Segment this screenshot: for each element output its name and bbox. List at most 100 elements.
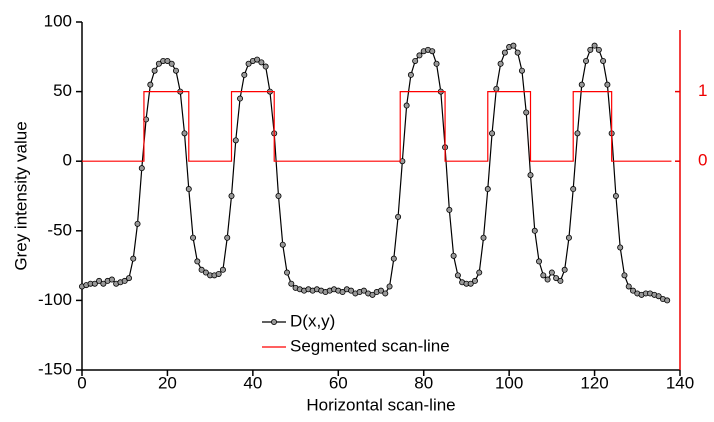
data-point — [583, 57, 590, 64]
data-point — [377, 287, 384, 294]
data-point — [181, 130, 188, 137]
data-point — [574, 130, 581, 137]
data-point — [531, 227, 538, 234]
x-tick-label: 80 — [414, 373, 433, 392]
y-axis-label: Grey intensity value — [11, 121, 30, 270]
data-point — [476, 269, 483, 276]
data-point — [254, 56, 261, 63]
data-point — [514, 49, 521, 56]
data-point — [258, 59, 265, 66]
data-point — [429, 48, 436, 55]
data-point — [348, 287, 355, 294]
data-point — [202, 269, 209, 276]
data-point — [446, 206, 453, 213]
y2-tick-label: 0 — [698, 151, 707, 170]
data-point — [224, 234, 231, 241]
data-point — [600, 57, 607, 64]
y-tick-label: 50 — [53, 81, 72, 100]
data-point — [194, 258, 201, 265]
x-tick-label: 40 — [243, 373, 262, 392]
data-point — [360, 287, 367, 294]
data-point — [484, 186, 491, 193]
data-point — [557, 277, 564, 284]
data-point — [412, 57, 419, 64]
data-point — [138, 165, 145, 172]
data-point — [219, 266, 226, 273]
series-line — [82, 90, 672, 162]
x-tick-label: 60 — [329, 373, 348, 392]
y-tick-label: 0 — [63, 151, 72, 170]
data-point — [497, 60, 504, 67]
data-point — [433, 60, 440, 67]
data-point — [172, 67, 179, 74]
y-tick-label: -50 — [47, 220, 72, 239]
data-point — [121, 277, 128, 284]
data-point — [489, 130, 496, 137]
x-tick-label: 120 — [580, 373, 608, 392]
data-point — [544, 276, 551, 283]
legend-label: Segmented scan-line — [290, 336, 450, 355]
data-point — [134, 220, 141, 227]
data-point — [395, 213, 402, 220]
data-point — [369, 291, 376, 298]
y-tick-label: -150 — [38, 359, 72, 378]
data-point — [625, 283, 632, 290]
data-point — [518, 67, 525, 74]
data-point — [591, 42, 598, 49]
data-point — [604, 81, 611, 88]
data-point — [540, 272, 547, 279]
data-point — [527, 172, 534, 179]
data-point — [284, 269, 291, 276]
data-point — [501, 49, 508, 56]
data-point — [262, 63, 269, 70]
data-point — [664, 297, 671, 304]
data-point — [228, 192, 235, 199]
data-point — [403, 102, 410, 109]
data-point — [130, 255, 137, 262]
data-point — [553, 275, 560, 282]
data-point — [232, 137, 239, 144]
data-point — [655, 293, 662, 300]
data-point — [155, 60, 162, 67]
data-point — [190, 234, 197, 241]
x-tick-label: 20 — [158, 373, 177, 392]
data-point — [185, 186, 192, 193]
data-point — [164, 57, 171, 64]
data-point — [151, 67, 158, 74]
y-tick-label: 100 — [44, 11, 72, 30]
data-point — [241, 71, 248, 78]
data-point — [275, 192, 282, 199]
data-point — [386, 283, 393, 290]
data-point — [125, 275, 132, 282]
data-point — [612, 192, 619, 199]
x-tick-label: 0 — [77, 373, 86, 392]
data-point — [288, 280, 295, 287]
data-point — [578, 81, 585, 88]
data-point — [91, 280, 98, 287]
data-point — [215, 270, 222, 277]
data-point — [617, 244, 624, 251]
data-point — [493, 85, 500, 92]
data-point — [108, 276, 115, 283]
data-point — [510, 42, 517, 49]
data-point — [536, 258, 543, 265]
data-point — [279, 241, 286, 248]
data-point — [570, 186, 577, 193]
x-axis-label: Horizontal scan-line — [306, 395, 455, 414]
data-point — [621, 272, 628, 279]
data-point — [390, 255, 397, 262]
data-point — [168, 60, 175, 67]
legend-marker — [270, 318, 277, 325]
data-point — [339, 289, 346, 296]
legend-label: D(x,y) — [290, 311, 335, 330]
y2-tick-label: 1 — [698, 81, 707, 100]
data-point — [523, 109, 530, 116]
data-point — [454, 272, 461, 279]
data-point — [198, 266, 205, 273]
data-point — [480, 234, 487, 241]
data-point — [595, 46, 602, 53]
data-point — [467, 280, 474, 287]
data-point — [565, 234, 572, 241]
data-point — [407, 71, 414, 78]
